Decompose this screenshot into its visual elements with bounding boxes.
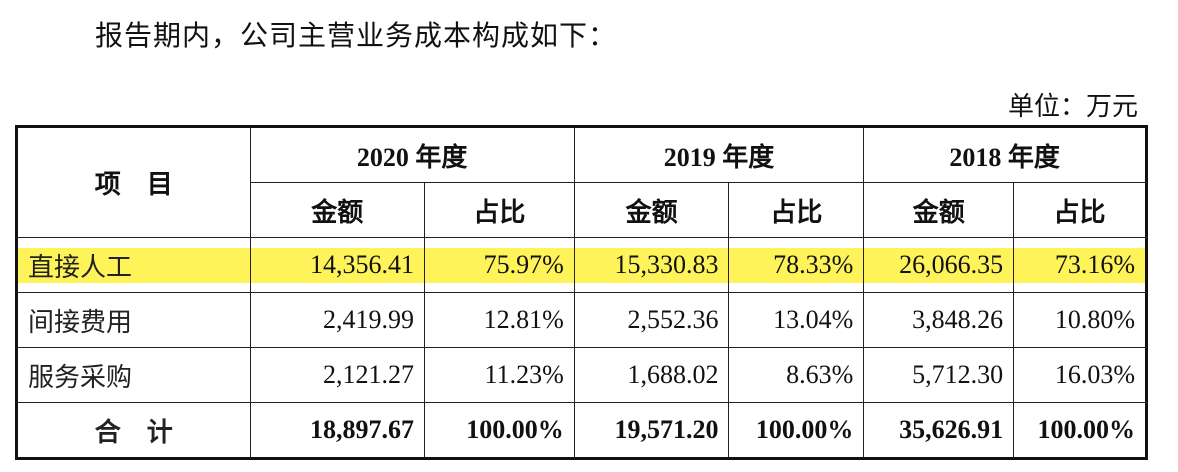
cell: 26,066.35	[863, 237, 1015, 293]
cell: 10.80%	[1013, 292, 1147, 348]
row-label: 服务采购	[16, 347, 251, 403]
cost-table: 项 目 2020 年度 2019 年度 2018 年度 金额 占比 金额 占比 金额 占比 直接人工…	[15, 125, 1148, 460]
cell: 35,626.91	[863, 402, 1015, 459]
cell: 2,552.36	[573, 292, 730, 348]
cell: 73.16%	[1013, 237, 1147, 293]
cell: 78.33%	[728, 237, 865, 293]
cell: 18,897.67	[249, 402, 426, 459]
subheader: 金额	[863, 182, 1015, 238]
cell: 2,121.27	[249, 347, 426, 403]
subheader: 金额	[249, 182, 426, 238]
cell: 100.00%	[1013, 402, 1147, 459]
cell: 12.81%	[424, 292, 575, 348]
subheader: 金额	[573, 182, 730, 238]
cell: 1,688.02	[573, 347, 730, 403]
data-row: 间接费用 2,419.99 12.81% 2,552.36 13.04% 3,848.26…	[16, 292, 1147, 348]
data-row: 服务采购 2,121.27 11.23% 1,688.02 8.63% 5,712.30 1…	[16, 347, 1147, 403]
cell: 8.63%	[728, 347, 865, 403]
cell: 2,419.99	[249, 292, 426, 348]
year-header: 2018 年度	[863, 126, 1147, 183]
row-label: 合 计	[16, 402, 251, 459]
subheader: 占比	[1013, 182, 1147, 238]
item-header: 项 目	[16, 126, 251, 238]
cell: 19,571.20	[573, 402, 730, 459]
cell: 14,356.41	[249, 237, 426, 293]
cell: 11.23%	[424, 347, 575, 403]
cell: 15,330.83	[573, 237, 730, 293]
table-body: 项 目 2020 年度 2019 年度 2018 年度 金额 占比 金额 占比 金额 占比 直接人工…	[16, 126, 1147, 459]
unit-note: 单位：万元	[1007, 92, 1138, 121]
subheader: 占比	[728, 182, 865, 238]
data-row: 直接人工 14,356.41 75.97% 15,330.83 78.33% 26,066…	[16, 237, 1147, 293]
cell: 100.00%	[728, 402, 865, 459]
cell: 5,712.30	[863, 347, 1015, 403]
header-row: 项 目 2020 年度 2019 年度 2018 年度	[16, 126, 1147, 238]
intro-text: 报告期内，公司主营业务成本构成如下：	[95, 21, 618, 52]
cell: 16.03%	[1013, 347, 1147, 403]
cell: 100.00%	[424, 402, 575, 459]
cell: 3,848.26	[863, 292, 1015, 348]
subheader: 占比	[424, 182, 575, 238]
year-header: 2019 年度	[573, 126, 865, 183]
cell: 13.04%	[728, 292, 865, 348]
year-header: 2020 年度	[249, 126, 575, 183]
row-label: 直接人工	[16, 237, 251, 293]
row-label: 间接费用	[16, 292, 251, 348]
cell: 75.97%	[424, 237, 575, 293]
total-row: 合 计 18,897.67 100.00% 19,571.20 100.00% 35,62…	[16, 402, 1147, 459]
